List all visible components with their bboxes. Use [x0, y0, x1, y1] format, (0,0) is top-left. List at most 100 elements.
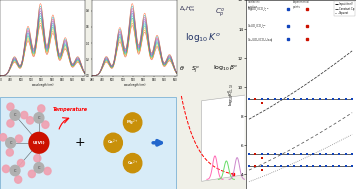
- Point: [343, 153, 349, 156]
- Text: Temperature: Temperature: [52, 107, 87, 112]
- Circle shape: [38, 105, 45, 112]
- Text: $\Delta_r H_m^o$: $\Delta_r H_m^o$: [179, 4, 196, 14]
- Circle shape: [2, 165, 10, 173]
- Y-axis label: log$_{10}$$K^{o}_{(1,1)}$: log$_{10}$$K^{o}_{(1,1)}$: [227, 83, 237, 106]
- Circle shape: [10, 165, 20, 176]
- Point: [310, 164, 316, 167]
- Point: [285, 153, 290, 156]
- Circle shape: [21, 111, 28, 119]
- Point: [266, 97, 271, 100]
- Point: [310, 153, 316, 156]
- Text: C: C: [38, 116, 40, 120]
- X-axis label: wavelength (nm): wavelength (nm): [32, 83, 53, 87]
- Circle shape: [124, 113, 142, 132]
- Point: [252, 164, 258, 167]
- Text: Mg(UO$_2$)(CO$_3$)$_3^{2-}$: Mg(UO$_2$)(CO$_3$)$_3^{2-}$: [247, 6, 270, 14]
- Text: $\theta$: $\theta$: [179, 64, 185, 72]
- Circle shape: [10, 110, 20, 120]
- Point: [343, 97, 349, 100]
- Text: CaUO$_2$(CO$_3$)$_3^{2-}$: CaUO$_2$(CO$_3$)$_3^{2-}$: [247, 23, 267, 31]
- Point: [272, 153, 278, 156]
- Circle shape: [15, 176, 22, 183]
- Text: Experimental
points: Experimental points: [292, 0, 309, 9]
- Point: [278, 153, 284, 156]
- X-axis label: wavelength (nm): wavelength (nm): [124, 83, 145, 87]
- Point: [259, 102, 265, 105]
- Circle shape: [42, 121, 49, 128]
- Point: [291, 97, 297, 100]
- Text: $\log_{10}\beta^o$: $\log_{10}\beta^o$: [213, 64, 238, 73]
- Point: [343, 164, 349, 167]
- Circle shape: [34, 163, 44, 173]
- Circle shape: [28, 132, 49, 154]
- Point: [252, 153, 258, 156]
- Point: [304, 153, 310, 156]
- Circle shape: [6, 138, 16, 148]
- Point: [304, 164, 310, 167]
- Text: $\log_{10}K^o$: $\log_{10}K^o$: [185, 31, 220, 44]
- Circle shape: [15, 135, 22, 143]
- Point: [259, 153, 265, 156]
- Point: [259, 169, 265, 172]
- Circle shape: [0, 134, 7, 141]
- Text: C: C: [14, 169, 16, 173]
- Circle shape: [34, 113, 44, 123]
- Point: [246, 97, 252, 100]
- Text: C: C: [14, 113, 16, 117]
- Polygon shape: [201, 95, 245, 181]
- Circle shape: [17, 160, 25, 167]
- Point: [330, 97, 336, 100]
- Point: [310, 97, 316, 100]
- Text: Mg$^{2+}$: Mg$^{2+}$: [126, 117, 139, 128]
- Circle shape: [28, 170, 35, 178]
- Point: [259, 157, 265, 160]
- Point: [304, 97, 310, 100]
- Point: [246, 153, 252, 156]
- Point: [317, 153, 323, 156]
- Text: U(VI): U(VI): [33, 141, 45, 145]
- Point: [349, 164, 355, 167]
- Text: +: +: [74, 136, 85, 149]
- Circle shape: [34, 155, 41, 162]
- Text: C: C: [9, 141, 12, 145]
- Point: [324, 164, 329, 167]
- Point: [298, 153, 303, 156]
- Point: [259, 164, 265, 167]
- Point: [324, 153, 329, 156]
- Point: [259, 97, 265, 100]
- Text: Isoelectric
reaction: Isoelectric reaction: [247, 0, 260, 9]
- Point: [349, 97, 355, 100]
- Circle shape: [26, 117, 33, 124]
- Text: Ca$^{2+}$: Ca$^{2+}$: [107, 138, 119, 147]
- Circle shape: [104, 133, 122, 152]
- Point: [272, 164, 278, 167]
- Point: [252, 153, 258, 156]
- Point: [336, 153, 342, 156]
- Text: C: C: [38, 166, 40, 170]
- Point: [336, 97, 342, 100]
- Point: [252, 97, 258, 100]
- Point: [291, 164, 297, 167]
- Circle shape: [7, 120, 14, 127]
- Point: [285, 97, 290, 100]
- Circle shape: [7, 103, 14, 110]
- Point: [272, 97, 278, 100]
- Point: [266, 153, 271, 156]
- Point: [336, 164, 342, 167]
- Point: [252, 164, 258, 167]
- Circle shape: [44, 167, 51, 175]
- Point: [285, 164, 290, 167]
- Point: [349, 153, 355, 156]
- Point: [298, 164, 303, 167]
- Text: Ca$^{2+}$: Ca$^{2+}$: [127, 159, 138, 168]
- Legend: Input itself, Constant Cp, Ospuest: Input itself, Constant Cp, Ospuest: [334, 1, 355, 16]
- Point: [330, 164, 336, 167]
- Point: [317, 164, 323, 167]
- Point: [317, 97, 323, 100]
- Point: [291, 153, 297, 156]
- Text: Ca$_2$(UO$_2$)(CO$_3$)$_3$(aq): Ca$_2$(UO$_2$)(CO$_3$)$_3$(aq): [247, 36, 274, 44]
- Circle shape: [6, 149, 13, 156]
- Point: [278, 164, 284, 167]
- Circle shape: [124, 153, 142, 173]
- Point: [324, 97, 329, 100]
